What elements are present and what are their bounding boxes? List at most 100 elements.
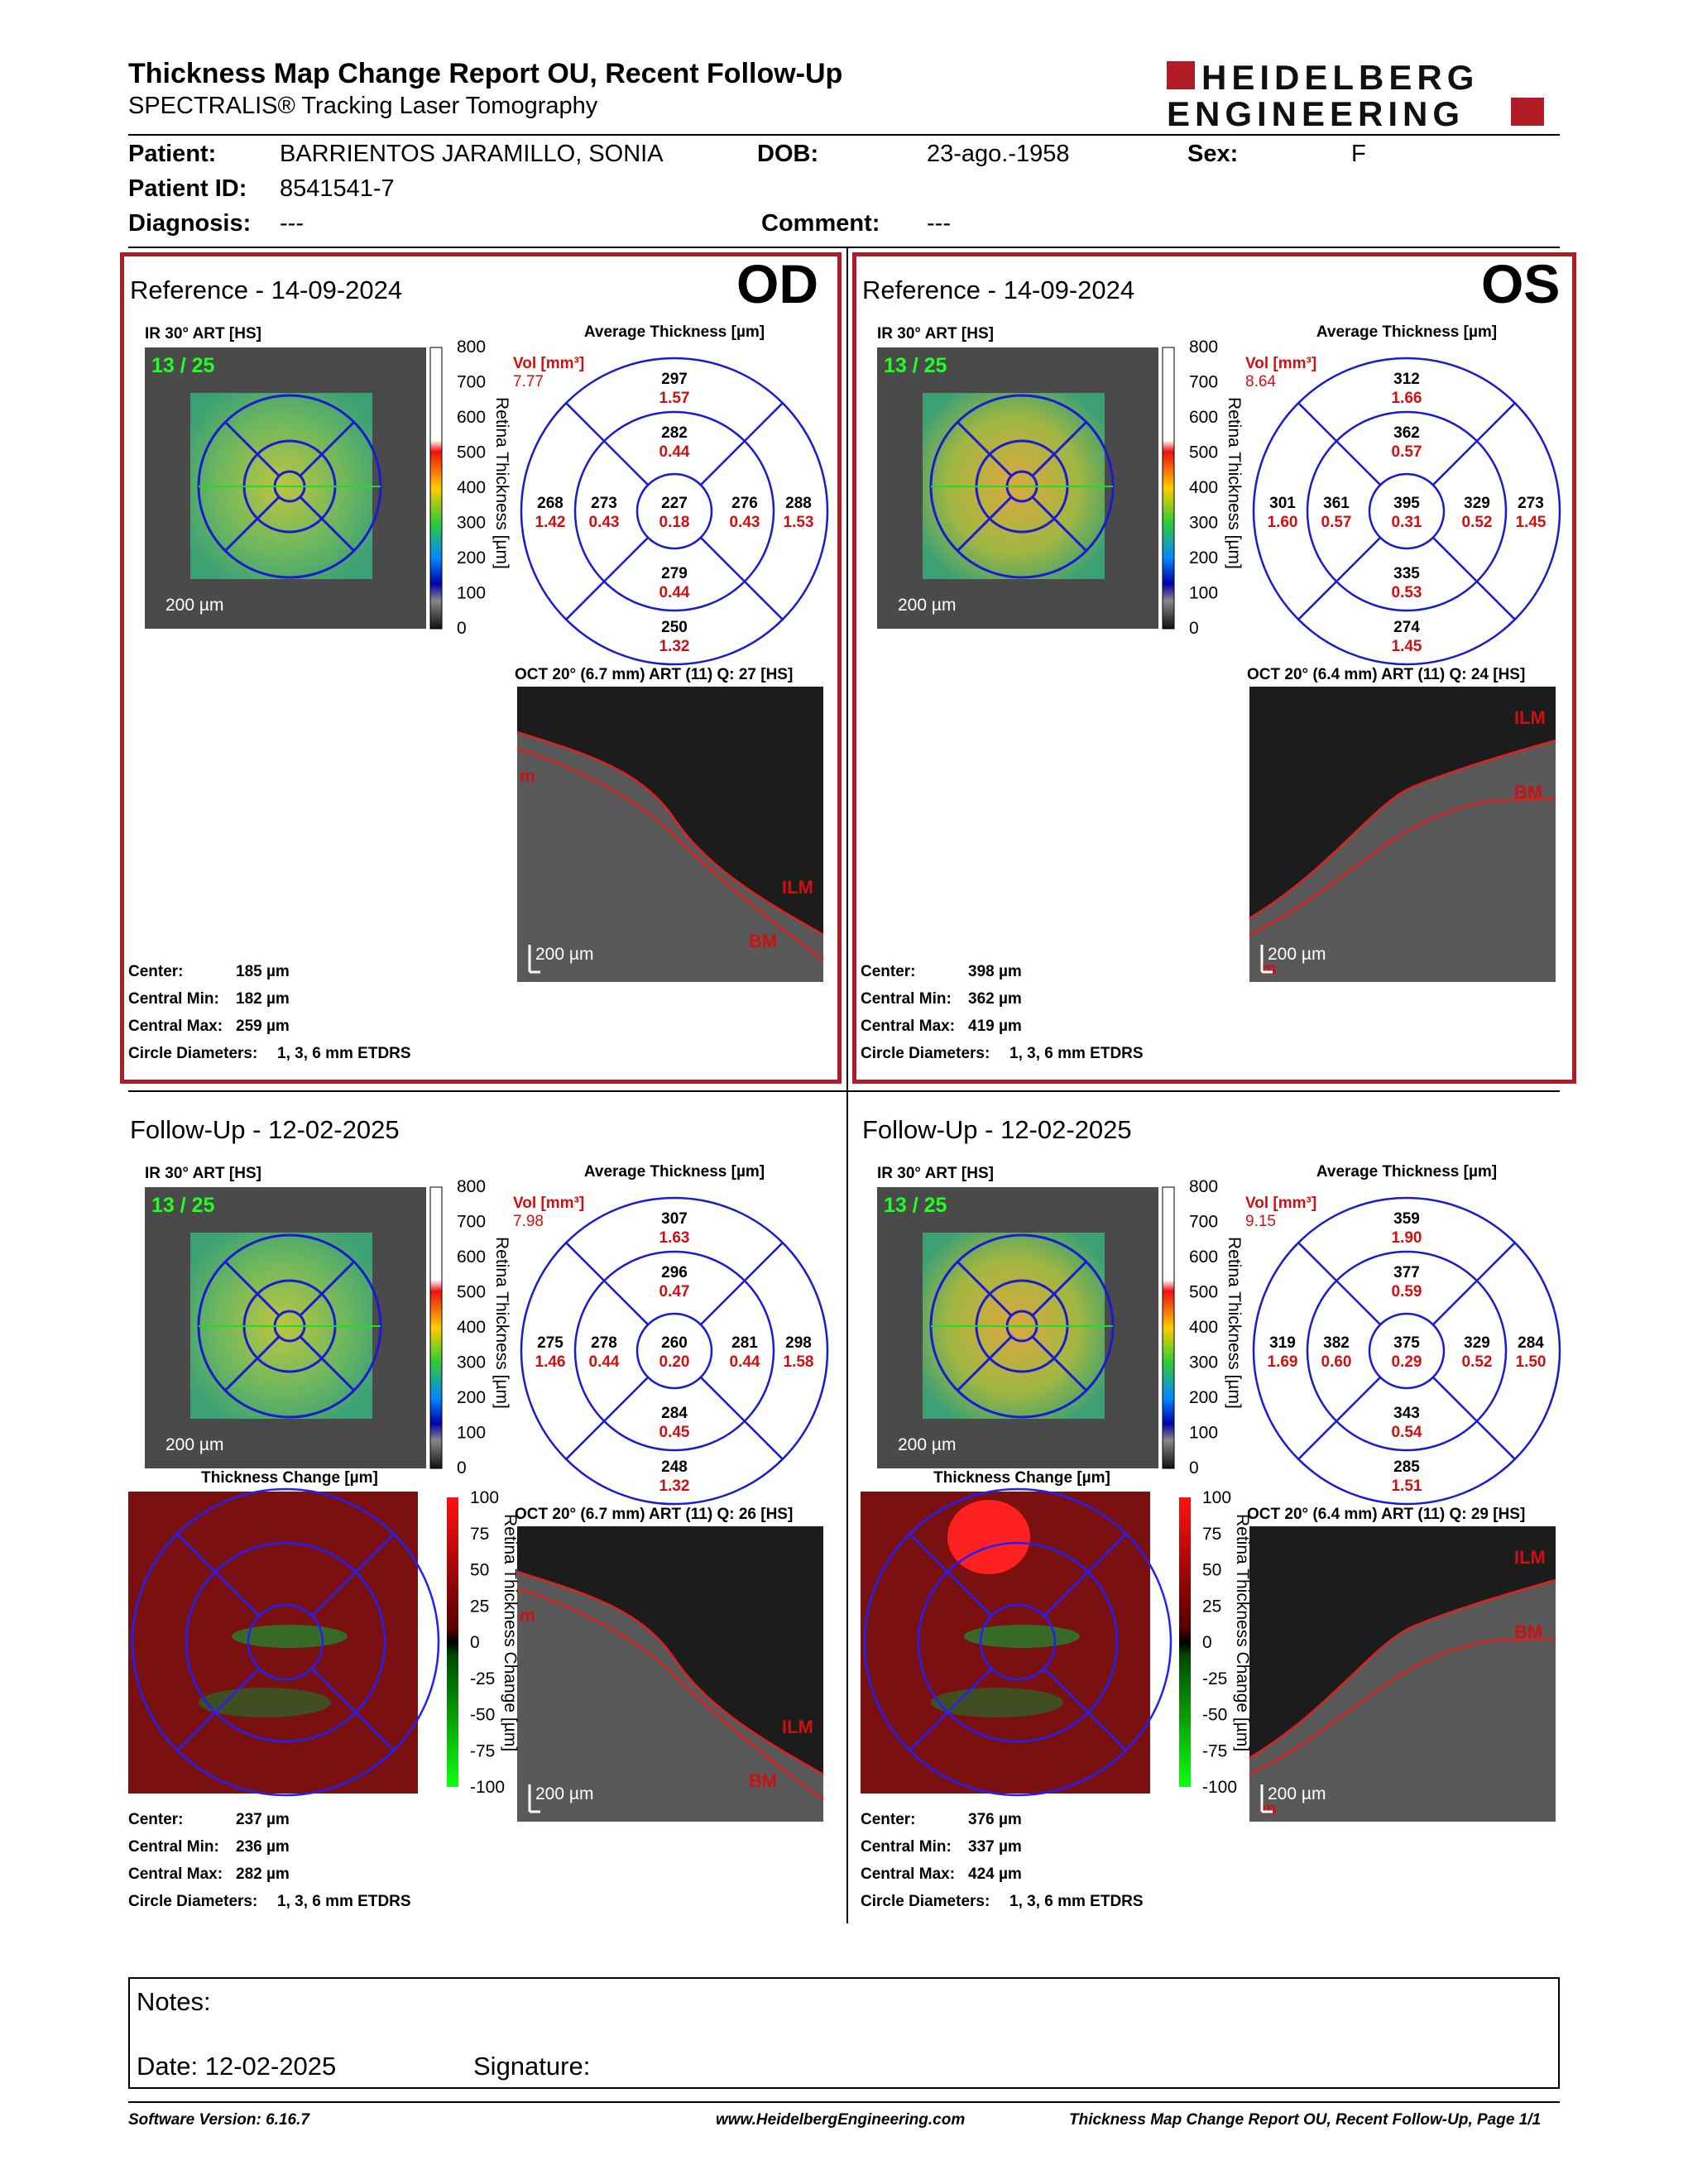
etdrs-center-thickness: 227 xyxy=(661,495,688,512)
vol-label: Vol [mm³] xyxy=(1245,355,1316,372)
header-divider xyxy=(128,134,1560,136)
colorbar-tick: 100 xyxy=(457,584,486,603)
meta-center-label: Center: xyxy=(861,1811,916,1828)
thickness-colorbar xyxy=(1162,1186,1175,1469)
colorbar-tick: 800 xyxy=(457,1177,486,1196)
change-title: Thickness Change [µm] xyxy=(201,1469,378,1487)
m-mark: m xyxy=(520,767,535,786)
vol-label: Vol [mm³] xyxy=(513,1195,584,1212)
website-link[interactable]: www.HeidelbergEngineering.com xyxy=(716,2111,966,2129)
etdrs-outer-top-volume: 1.90 xyxy=(1392,1229,1422,1247)
etdrs-outer-left-thickness: 319 xyxy=(1269,1334,1296,1352)
change-bar-title: Retina Thickness Change [µm] xyxy=(501,1514,520,1751)
etdrs-outer-left-volume: 1.69 xyxy=(1268,1353,1298,1371)
change-tick: -50 xyxy=(1202,1706,1227,1725)
colorbar-tick: 700 xyxy=(457,1213,486,1232)
etdrs-outer-left-thickness: 301 xyxy=(1269,495,1296,512)
ilm-line xyxy=(516,1570,824,1776)
etdrs-outer-top-volume: 1.66 xyxy=(1392,390,1422,407)
meta-cmax-value: 419 µm xyxy=(968,1018,1022,1035)
etdrs-outer-bottom-volume: 1.51 xyxy=(1392,1478,1422,1495)
etdrs-outer-bottom-volume: 1.32 xyxy=(659,1478,690,1495)
etdrs-center-volume: 0.29 xyxy=(1392,1353,1422,1371)
colorbar-tick: 800 xyxy=(1189,1177,1218,1196)
etdrs-inner-top-volume: 0.57 xyxy=(1392,443,1422,461)
thickness-colorbar xyxy=(429,347,443,630)
bm-line xyxy=(1249,797,1556,936)
change-tick: 100 xyxy=(1202,1488,1231,1507)
column-divider xyxy=(846,248,848,1923)
meta-circ-value: 1, 3, 6 mm ETDRS xyxy=(277,1045,411,1062)
etdrs-outer-top-thickness: 312 xyxy=(1393,371,1420,388)
meta-cmax-label: Central Max: xyxy=(128,1866,223,1883)
od-eye-label: OD xyxy=(736,253,818,314)
os-fu-title: Follow-Up - 12-02-2025 xyxy=(862,1115,1132,1144)
etdrs-outer-right-thickness: 284 xyxy=(1518,1334,1544,1352)
change-tick: -75 xyxy=(470,1741,495,1760)
etdrs-outer-bottom-thickness: 285 xyxy=(1393,1458,1420,1476)
logo-line2: ENGINEERING xyxy=(1167,94,1465,131)
vol-value: 9.15 xyxy=(1245,1213,1276,1230)
change-tick: 100 xyxy=(470,1488,499,1507)
etdrs-inner-top-volume: 0.47 xyxy=(659,1283,690,1300)
meta-circ-label: Circle Diameters: xyxy=(128,1045,257,1062)
etdrs-center-volume: 0.31 xyxy=(1392,514,1422,531)
sex-label: Sex: xyxy=(1187,141,1239,167)
heidelberg-logo: HEIDELBERG ENGINEERING xyxy=(1167,56,1547,133)
colorbar-tick: 500 xyxy=(1189,1283,1218,1302)
colorbar-tick: 0 xyxy=(1189,1458,1199,1478)
etdrs-inner-left-volume: 0.44 xyxy=(589,1353,620,1371)
report-title: Thickness Map Change Report OU, Recent F… xyxy=(128,58,843,89)
os-reference-frame xyxy=(852,252,1576,1084)
oct-label: OCT 20° (6.7 mm) ART (11) Q: 26 [HS] xyxy=(515,1506,793,1523)
etdrs-inner-bottom-thickness: 279 xyxy=(661,565,688,582)
ilm-line xyxy=(516,730,824,936)
change-tick: -75 xyxy=(1202,1741,1227,1760)
colorbar-tick: 300 xyxy=(457,514,486,533)
colorbar-tick: 0 xyxy=(1189,619,1199,638)
avg-thickness-title: Average Thickness [µm] xyxy=(584,323,765,341)
meta-center-value: 398 µm xyxy=(968,963,1022,980)
meta-center-value: 237 µm xyxy=(236,1811,290,1828)
thickness-colorbar xyxy=(1162,347,1175,630)
colorbar-tick: 800 xyxy=(457,338,486,357)
meta-center-label: Center: xyxy=(861,963,916,980)
change-tick: 25 xyxy=(1202,1597,1221,1616)
meta-circ-label: Circle Diameters: xyxy=(861,1893,990,1910)
etdrs-inner-right-thickness: 276 xyxy=(731,495,758,512)
change-tick: -25 xyxy=(1202,1669,1227,1688)
avg-thickness-title: Average Thickness [µm] xyxy=(1316,323,1497,341)
etdrs-inner-bottom-volume: 0.44 xyxy=(659,584,690,601)
meta-cmax-label: Central Max: xyxy=(861,1018,955,1035)
etdrs-outer-right-volume: 1.45 xyxy=(1516,514,1547,531)
etdrs-inner-top-thickness: 296 xyxy=(661,1264,688,1281)
colorbar-tick: 0 xyxy=(457,619,467,638)
change-tick: 25 xyxy=(470,1597,489,1616)
change-tick: 75 xyxy=(470,1525,489,1544)
od_ref-svg: IR 30° ART [HS] 13 / 25 200 µm 800 700 600 500… xyxy=(128,323,829,1062)
colorbar-tick: 600 xyxy=(457,1248,486,1267)
etdrs-inner-right-volume: 0.52 xyxy=(1462,514,1493,531)
diagnosis-value: --- xyxy=(280,210,304,237)
bm-line xyxy=(516,747,824,961)
etdrs-outer-right-thickness: 298 xyxy=(785,1334,812,1352)
ir-label: IR 30° ART [HS] xyxy=(877,325,994,342)
bm-label: BM xyxy=(1514,782,1542,802)
meta-cmin-label: Central Min: xyxy=(128,1838,219,1856)
change-tick: -100 xyxy=(1202,1778,1237,1797)
change-tick: 50 xyxy=(470,1561,489,1580)
frame-count: 13 / 25 xyxy=(151,354,215,377)
etdrs-inner-bottom-thickness: 343 xyxy=(1393,1405,1420,1422)
colorbar-tick: 700 xyxy=(457,373,486,392)
meta-center-label: Center: xyxy=(128,1811,184,1828)
colorbar-tick: 200 xyxy=(1189,1388,1218,1407)
meta-cmax-label: Central Max: xyxy=(861,1866,955,1883)
page-info: Thickness Map Change Report OU, Recent F… xyxy=(1069,2111,1542,2129)
etdrs-center-volume: 0.20 xyxy=(659,1353,690,1371)
notes-box[interactable]: Notes: Date: 12-02-2025 Signature: xyxy=(128,1977,1560,2089)
bm-line xyxy=(516,1587,824,1801)
meta-cmin-value: 182 µm xyxy=(236,990,290,1008)
etdrs-inner-top-thickness: 282 xyxy=(661,424,688,442)
